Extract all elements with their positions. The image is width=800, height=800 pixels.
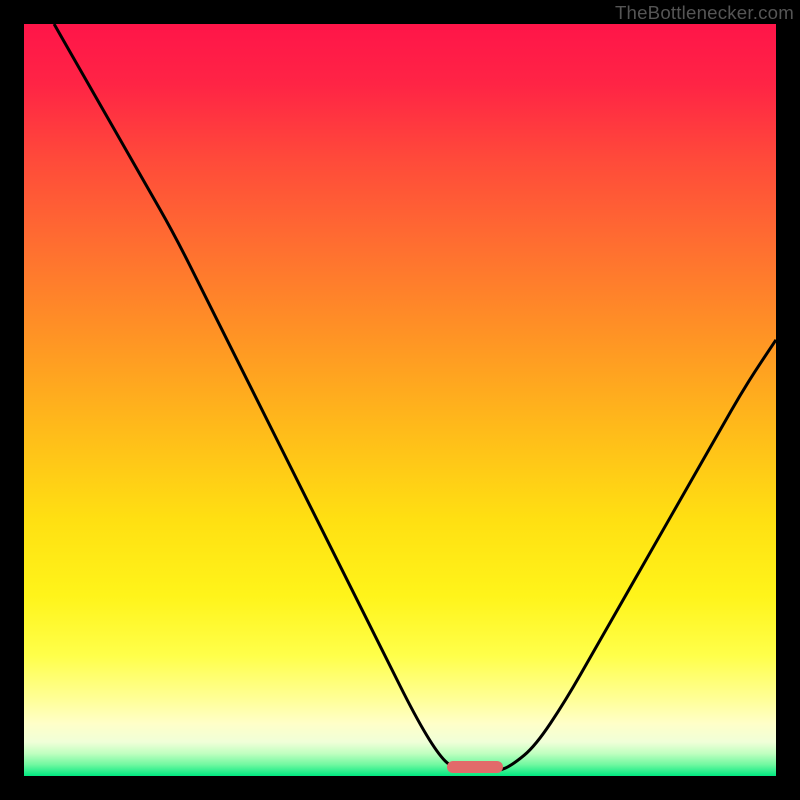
chart-container: TheBottlenecker.com (0, 0, 800, 800)
curve-layer (24, 24, 776, 776)
watermark-text: TheBottlenecker.com (615, 2, 794, 24)
plot-area (24, 24, 776, 776)
bottleneck-curve (54, 24, 776, 771)
optimum-marker (447, 761, 503, 773)
